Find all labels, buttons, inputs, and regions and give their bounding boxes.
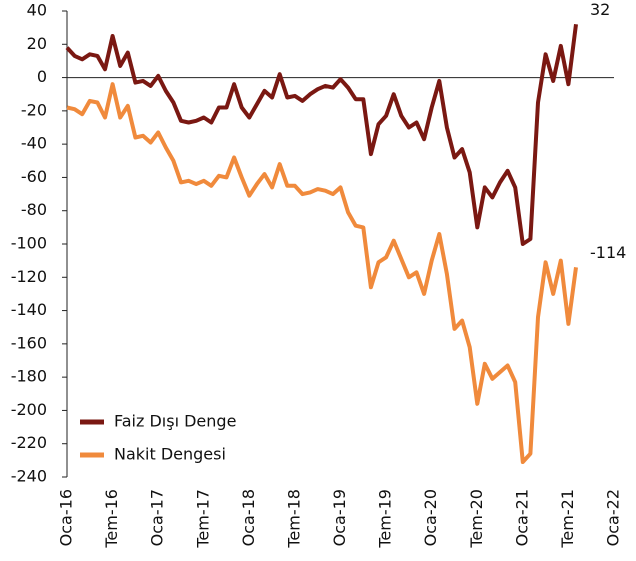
x-tick-label: Tem-19 [376, 489, 395, 549]
y-tick-label: -100 [11, 234, 47, 253]
legend-label: Nakit Dengesi [114, 445, 226, 464]
y-tick-label: -180 [11, 367, 47, 386]
y-tick-label: -60 [21, 167, 47, 186]
x-tick-label: Oca-20 [421, 489, 440, 546]
x-tick-label: Tem-21 [558, 489, 577, 549]
x-tick-label: Oca-18 [239, 489, 258, 546]
y-tick-label: 0 [37, 67, 47, 86]
x-tick-label: Oca-19 [330, 489, 349, 546]
y-tick-label: -120 [11, 267, 47, 286]
y-tick-label: 40 [27, 1, 47, 20]
y-tick-label: 20 [27, 34, 47, 53]
y-tick-label: -20 [21, 100, 47, 119]
y-tick-label: -200 [11, 400, 47, 419]
y-tick-label: -40 [21, 134, 47, 153]
y-tick-label: -240 [11, 467, 47, 486]
legend-label: Faiz Dışı Denge [114, 412, 236, 431]
y-tick-label: -160 [11, 333, 47, 352]
y-tick-label: -220 [11, 433, 47, 452]
end-label: 32 [590, 0, 610, 19]
series-line [66, 82, 578, 464]
y-tick-label: -80 [21, 200, 47, 219]
x-tick-label: Oca-21 [512, 489, 531, 546]
x-tick-label: Oca-16 [57, 489, 76, 546]
series-line [65, 24, 578, 246]
x-tick-label: Tem-20 [467, 489, 486, 549]
x-tick-label: Tem-16 [102, 489, 121, 549]
x-tick-label: Tem-18 [284, 489, 303, 549]
x-tick-label: Oca-22 [604, 489, 623, 546]
x-tick-label: Oca-17 [148, 489, 167, 546]
x-tick-label: Tem-17 [193, 489, 212, 549]
end-label: -114 [590, 243, 626, 262]
y-tick-label: -140 [11, 300, 47, 319]
